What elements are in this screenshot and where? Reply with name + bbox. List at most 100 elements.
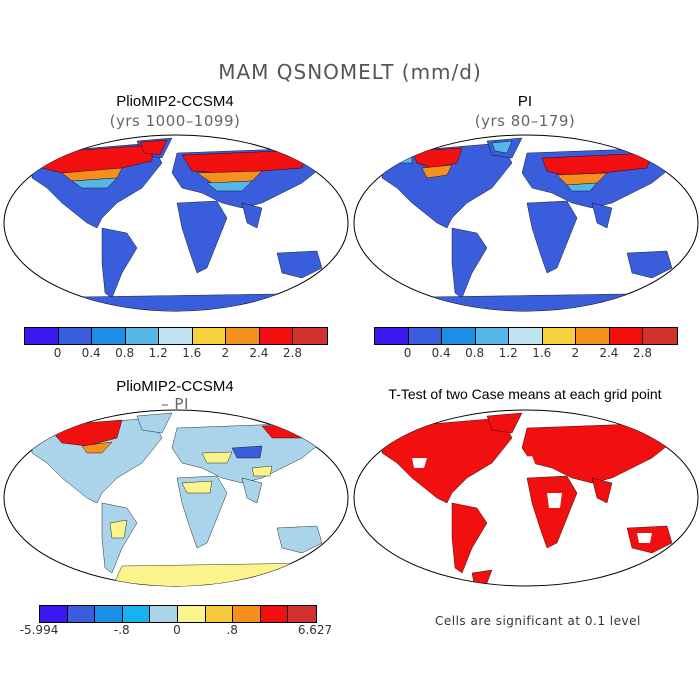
colorbar-swatch: [475, 328, 510, 344]
land-base-region: [176, 200, 228, 274]
colorbar-tick-label: 0: [53, 346, 62, 360]
colorbar-tick-label: 6.627: [297, 623, 333, 637]
colorbar-tick-label: 0.4: [431, 346, 451, 360]
colorbar-swatch: [122, 606, 151, 622]
sig-region: [486, 412, 523, 434]
neg-blue-region: [231, 445, 263, 459]
panel-subtitle-model: (yrs 1000–1099): [109, 112, 241, 130]
colorbar-swatch: [293, 328, 327, 344]
colorbar-difference: [39, 605, 317, 623]
land-base-region: [241, 202, 263, 229]
colorbar-swatch: [442, 328, 476, 344]
land-base-region: [591, 202, 613, 229]
colorbar-swatch: [643, 328, 677, 344]
snow-mid-region: [81, 441, 113, 454]
colorbar-swatch: [233, 606, 261, 622]
colorbar-tick-label: -.8: [113, 623, 130, 637]
sig-region: [526, 475, 578, 549]
colorbar-swatch: [609, 328, 644, 344]
land-base-region: [101, 227, 138, 299]
diff-pos-region: [109, 519, 128, 539]
map-model: [3, 134, 349, 312]
snow-low-region: [566, 182, 598, 192]
colorbar-swatch: [150, 606, 178, 622]
sig-region: [591, 477, 613, 504]
diff-pos-region: [111, 562, 333, 586]
diff-pos-region: [201, 451, 233, 464]
snow-mid-region: [421, 164, 453, 179]
colorbar-model: [24, 327, 328, 345]
colorbar-swatch: [288, 606, 316, 622]
colorbar-tick-label: 2.4: [249, 346, 269, 360]
land-base-region: [276, 250, 323, 279]
colorbar-swatch: [177, 606, 206, 622]
colorbar-swatch: [260, 606, 289, 622]
panel-title-ttest: T-Test of two Case means at each grid po…: [388, 386, 662, 402]
colorbar-tick-label: 1.6: [182, 346, 202, 360]
colorbar-model-labels: 0 0.4 0.8 1.2 1.6 2 2.4 2.8: [24, 346, 326, 362]
map-difference: [3, 409, 349, 587]
panel-title-model: PlioMIP2-CCSM4: [116, 93, 234, 110]
land-base-region: [626, 250, 673, 279]
colorbar-swatch: [542, 328, 577, 344]
diff-base-region: [176, 475, 228, 549]
colorbar-swatch: [159, 328, 193, 344]
colorbar-tick-label: -5.994: [19, 623, 59, 637]
colorbar-tick-label: 0: [173, 623, 181, 637]
colorbar-tick-label: .8: [226, 623, 238, 637]
panel-subtitle-pi: (yrs 80–179): [474, 112, 576, 130]
snow-high-region: [411, 147, 463, 169]
diff-pos-region: [181, 480, 213, 494]
land-base-region: [361, 292, 693, 311]
diff-base-region: [136, 412, 173, 434]
colorbar-tick-label: 0.4: [81, 346, 101, 360]
colorbar-tick-label: 1.2: [498, 346, 518, 360]
colorbar-tick-label: 2: [221, 346, 230, 360]
significance-group: [381, 412, 678, 584]
diff-base-region: [276, 525, 323, 554]
snow-low-region: [206, 180, 253, 192]
colorbar-tick-label: 2: [571, 346, 580, 360]
sig-region: [471, 569, 493, 584]
diff-pos-region: [251, 465, 273, 477]
colorbar-swatch: [67, 606, 96, 622]
panel-subtitle-diff: – PI: [161, 395, 189, 413]
colorbar-tick-label: 0.8: [115, 346, 135, 360]
snow-high-region: [139, 139, 168, 156]
colorbar-swatch: [40, 606, 68, 622]
colorbar-difference-labels: -5.994 -.8 0 .8 6.627: [20, 623, 333, 639]
significance-note: Cells are significant at 0.1 level: [435, 614, 641, 628]
colorbar-swatch: [95, 606, 123, 622]
land-base-region: [451, 227, 488, 299]
colorbar-pi: [374, 327, 678, 345]
land-base-region: [381, 142, 513, 229]
colorbar-tick-label: 2.8: [632, 346, 652, 360]
land-base-region: [11, 292, 343, 311]
colorbar-tick-label: 0: [403, 346, 412, 360]
snow-low-region: [71, 177, 118, 189]
map-ttest: [353, 409, 699, 587]
sig-region: [451, 502, 488, 574]
colorbar-tick-label: 2.8: [282, 346, 302, 360]
colorbar-swatch: [25, 328, 59, 344]
colorbar-swatch: [205, 606, 234, 622]
map-pi: [353, 134, 699, 312]
colorbar-swatch: [509, 328, 543, 344]
colorbar-tick-label: 2.4: [599, 346, 619, 360]
colorbar-swatch: [125, 328, 160, 344]
colorbar-swatch: [192, 328, 227, 344]
colorbar-swatch: [259, 328, 294, 344]
colorbar-tick-label: 1.6: [532, 346, 552, 360]
colorbar-tick-label: 1.2: [148, 346, 168, 360]
diff-base-region: [241, 477, 263, 504]
land-base-region: [526, 200, 578, 274]
snow-low-region: [491, 140, 513, 154]
sig-region: [381, 417, 513, 504]
panel-title-pi: PI: [517, 93, 533, 110]
colorbar-swatch: [226, 328, 260, 344]
colorbar-tick-label: 0.8: [465, 346, 485, 360]
colorbar-swatch: [375, 328, 409, 344]
figure-title: MAM QSNOMELT (mm/d): [218, 60, 482, 84]
colorbar-pi-labels: 0 0.4 0.8 1.2 1.6 2 2.4 2.8: [374, 346, 676, 362]
colorbar-swatch: [408, 328, 443, 344]
